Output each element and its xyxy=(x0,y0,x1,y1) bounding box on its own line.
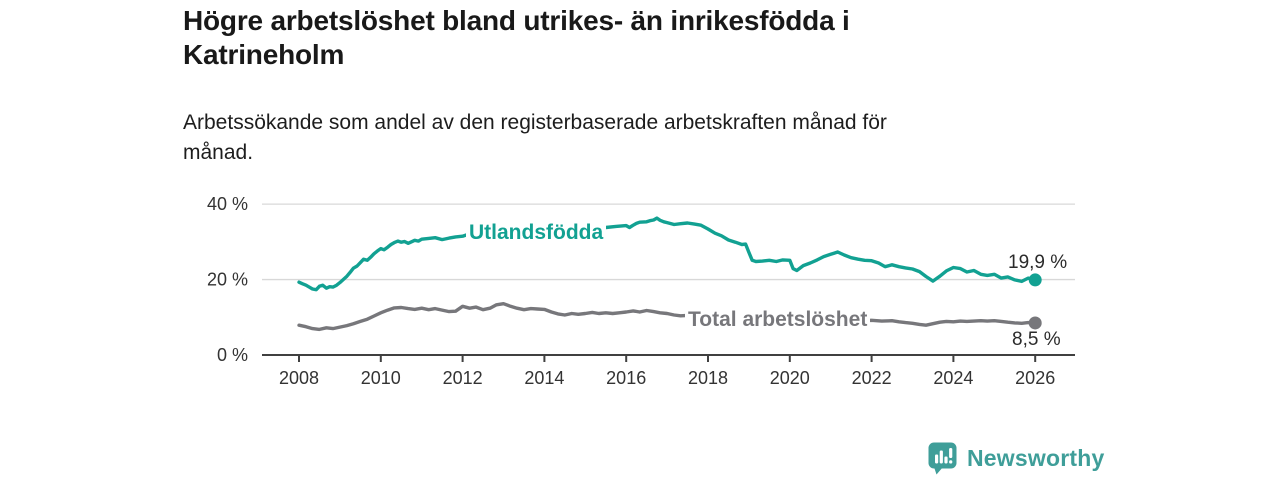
x-tick-label: 2008 xyxy=(279,368,319,388)
newsworthy-logo-text: Newsworthy xyxy=(967,445,1105,471)
end-value-label-utlandsfodda: 19,9 % xyxy=(1008,252,1068,273)
x-tick-label: 2026 xyxy=(1015,368,1055,388)
y-tick-label: 40 % xyxy=(207,194,248,214)
chart-subtitle-line-1: Arbetssökande som andel av den registerb… xyxy=(183,111,887,134)
x-tick-label: 2018 xyxy=(688,368,728,388)
x-tick-label: 2010 xyxy=(361,368,401,388)
newsworthy-logo: Newsworthy xyxy=(928,442,1104,475)
y-tick-label: 0 % xyxy=(217,345,248,365)
x-tick-label: 2014 xyxy=(524,368,564,388)
x-tick-label: 2022 xyxy=(852,368,892,388)
x-tick-label: 2012 xyxy=(443,368,483,388)
series-label-utlandsfodda: Utlandsfödda xyxy=(466,221,607,245)
y-tick-label: 20 % xyxy=(207,270,248,290)
chart-title: Högre arbetslöshet bland utrikes- än inr… xyxy=(183,4,1143,72)
series-line-1 xyxy=(297,302,1037,332)
end-value-label-total: 8,5 % xyxy=(1012,329,1061,350)
chart-title-line-1: Högre arbetslöshet bland utrikes- än inr… xyxy=(183,5,850,36)
x-tick-label: 2020 xyxy=(770,368,810,388)
series-endpoint-dot-1 xyxy=(1028,316,1042,330)
chart-subtitle: Arbetssökande som andel av den registerb… xyxy=(183,108,1083,168)
chart-title-line-2: Katrineholm xyxy=(183,39,345,70)
chart-subtitle-line-2: månad. xyxy=(183,141,254,164)
x-tick-label: 2024 xyxy=(933,368,973,388)
series-label-total-arbetsloshet: Total arbetslöshet xyxy=(685,308,871,332)
series-line-0 xyxy=(297,216,1037,292)
series-endpoint-dot-0 xyxy=(1028,273,1042,287)
x-tick-label: 2016 xyxy=(606,368,646,388)
newsworthy-logo-icon xyxy=(928,442,957,475)
